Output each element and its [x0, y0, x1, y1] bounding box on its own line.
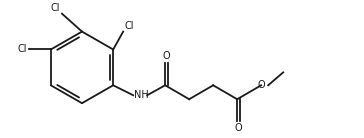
Text: Cl: Cl: [51, 3, 60, 13]
Text: O: O: [257, 80, 265, 90]
Text: O: O: [162, 51, 170, 61]
Text: O: O: [234, 123, 242, 133]
Text: NH: NH: [134, 90, 149, 100]
Text: Cl: Cl: [17, 44, 27, 55]
Text: Cl: Cl: [124, 21, 134, 31]
